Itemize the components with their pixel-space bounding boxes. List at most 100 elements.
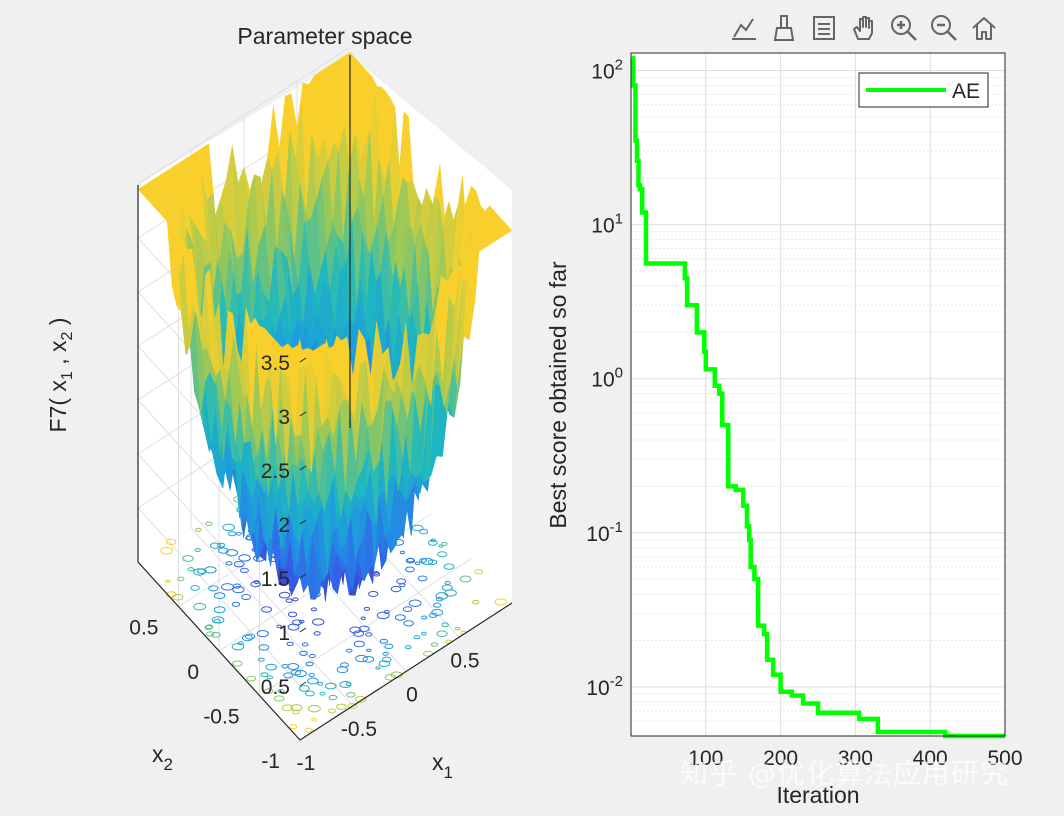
contour-loop bbox=[232, 586, 245, 594]
contour-loop bbox=[304, 690, 315, 697]
contour-loop bbox=[231, 601, 241, 607]
contour-loop bbox=[384, 674, 396, 681]
contour-loop bbox=[420, 631, 427, 636]
contour-loop bbox=[419, 558, 428, 563]
z-tick-mark bbox=[299, 681, 307, 687]
contour-loop bbox=[237, 641, 244, 646]
contour-loop bbox=[187, 567, 195, 572]
contour-loop bbox=[165, 538, 177, 546]
data-tips-icon bbox=[732, 18, 756, 40]
contour-loop bbox=[217, 542, 226, 548]
contour-loop bbox=[244, 633, 256, 640]
surface-box-edges bbox=[137, 55, 513, 741]
contour-loop bbox=[278, 591, 291, 599]
contour-loop bbox=[436, 630, 448, 638]
contour-loop bbox=[273, 695, 285, 702]
contour-loop bbox=[290, 704, 303, 712]
x-tick-label: -1 bbox=[297, 752, 316, 775]
contour-loop bbox=[421, 615, 428, 620]
contour-loop bbox=[205, 631, 215, 637]
contour-loop bbox=[239, 567, 249, 574]
z-tick-mark bbox=[299, 573, 307, 579]
contour-loop bbox=[432, 602, 442, 608]
contour-loop bbox=[403, 620, 414, 627]
y-tick-label: -1 bbox=[261, 750, 280, 773]
z-tick-label: 3 bbox=[278, 406, 290, 429]
contour-loop bbox=[427, 559, 438, 566]
contour-loop bbox=[362, 655, 375, 663]
contour-loop bbox=[378, 660, 391, 668]
data-tips-button[interactable] bbox=[726, 10, 762, 46]
contour-loop bbox=[383, 610, 390, 614]
contour-loop bbox=[194, 548, 201, 552]
y-tick-label: 0.5 bbox=[129, 617, 158, 640]
legend[interactable]: AE bbox=[858, 72, 989, 108]
contour-loop bbox=[408, 599, 422, 607]
convergence-ylabel: Best score obtained so far bbox=[545, 261, 571, 529]
brush-icon bbox=[773, 15, 795, 41]
contour-loop bbox=[360, 616, 366, 620]
home-icon bbox=[972, 17, 996, 40]
series-line-ae bbox=[630, 56, 1005, 739]
contour-loop bbox=[204, 566, 217, 574]
contour-loop bbox=[227, 531, 237, 537]
contour-loop bbox=[308, 672, 315, 678]
contour-loop bbox=[345, 682, 352, 686]
legend-toggle-button[interactable] bbox=[806, 10, 842, 46]
contour-loop bbox=[292, 597, 299, 602]
z-tick-label: 2 bbox=[278, 514, 290, 537]
contour-loop bbox=[246, 675, 257, 682]
contour-loop bbox=[294, 669, 307, 678]
contour-loop bbox=[195, 527, 202, 532]
contour-loop bbox=[287, 663, 300, 670]
contour-loop bbox=[298, 685, 310, 692]
contour-loop bbox=[256, 630, 269, 638]
contour-loop bbox=[441, 584, 453, 591]
zoom-out-button[interactable] bbox=[926, 10, 962, 46]
contour-loop bbox=[283, 672, 294, 679]
contour-loop bbox=[307, 704, 321, 713]
contour-loop bbox=[347, 703, 358, 709]
contour-loop bbox=[177, 576, 185, 582]
surface-mesh bbox=[137, 52, 513, 602]
contour-loop bbox=[404, 645, 412, 650]
contour-loop bbox=[417, 575, 428, 582]
convergence-ticks: 100 200 300 400 500 102 101 100 10-1 10-2 bbox=[586, 57, 1022, 770]
z-tick-mark bbox=[299, 411, 307, 417]
contour-loop bbox=[358, 625, 370, 632]
brush-button[interactable] bbox=[766, 10, 802, 46]
contour-loop bbox=[353, 630, 365, 637]
contour-loop bbox=[211, 631, 221, 638]
convergence-xlabel: Iteration bbox=[776, 782, 859, 808]
y-tick-label: 100 bbox=[591, 365, 623, 392]
contour-loop bbox=[301, 642, 309, 647]
contour-loop bbox=[336, 703, 347, 710]
contour-loop bbox=[304, 727, 313, 733]
home-button[interactable] bbox=[966, 10, 1002, 46]
convergence-series bbox=[630, 56, 1005, 739]
x-tick-label: 300 bbox=[838, 747, 873, 770]
y-tick-label: -0.5 bbox=[203, 706, 239, 729]
contour-loop bbox=[413, 635, 421, 640]
surface-zlabel: F7( x1 , x2 ) bbox=[45, 318, 76, 433]
contour-loop bbox=[286, 641, 294, 647]
contour-loop bbox=[399, 550, 406, 555]
contour-loop bbox=[375, 666, 381, 670]
pan-button[interactable] bbox=[846, 10, 882, 46]
contour-loop bbox=[379, 638, 389, 644]
z-tick-label: 3.5 bbox=[261, 352, 290, 375]
zoom-in-button[interactable] bbox=[886, 10, 922, 46]
contour-loop bbox=[232, 660, 243, 667]
contour-loop bbox=[394, 614, 406, 621]
contour-loop bbox=[420, 557, 434, 565]
surface-title: Parameter space bbox=[237, 23, 412, 49]
contour-loop bbox=[264, 688, 274, 694]
contour-loop bbox=[190, 585, 200, 591]
contour-loop bbox=[414, 561, 421, 566]
contour-loop bbox=[353, 640, 365, 648]
contour-loop bbox=[494, 598, 507, 606]
contour-loop bbox=[319, 691, 326, 696]
contour-loop bbox=[261, 606, 273, 613]
contour-loop bbox=[305, 661, 314, 667]
